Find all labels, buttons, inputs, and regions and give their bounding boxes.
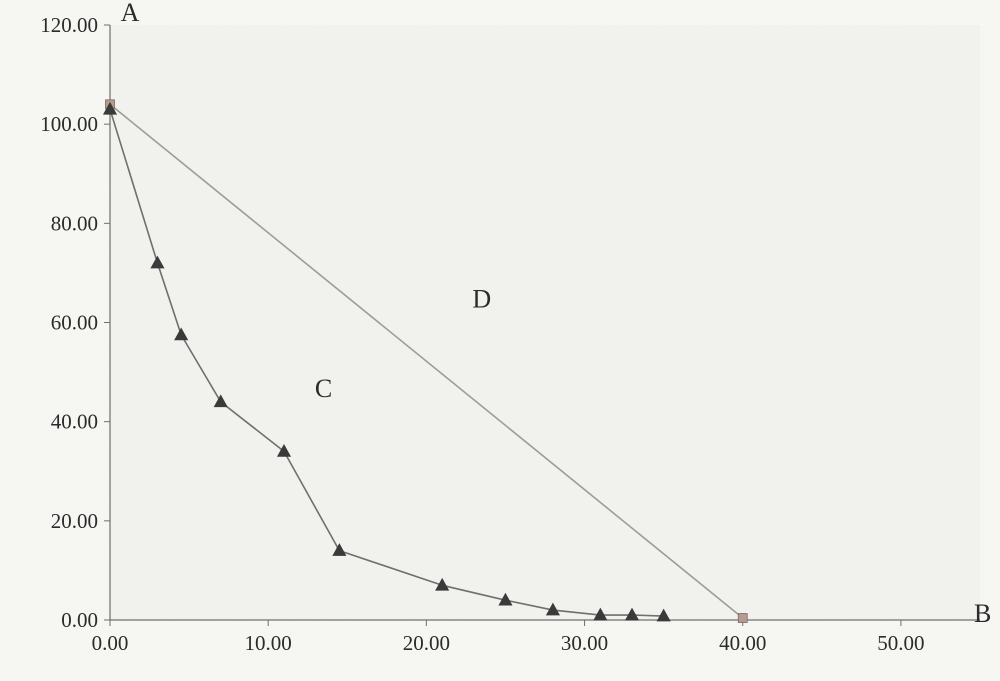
y-tick-label: 40.00 — [51, 410, 98, 434]
y-tick-label: 60.00 — [51, 311, 98, 335]
y-tick-label: 80.00 — [51, 211, 98, 235]
y-tick-label: 100.00 — [40, 112, 98, 136]
x-tick-label: 40.00 — [719, 631, 766, 655]
y-tick-label: 20.00 — [51, 509, 98, 533]
y-tick-label: 120.00 — [40, 13, 98, 37]
chart-svg: 0.00 20.00 40.00 60.00 80.00 100.00 120.00 0.00… — [0, 0, 1000, 681]
marker-square — [738, 614, 747, 623]
series-label-D: D — [472, 285, 491, 314]
plot-bg — [110, 25, 980, 620]
x-axis-label: B — [974, 599, 991, 628]
chart-container: 0.00 20.00 40.00 60.00 80.00 100.00 120.00 0.00… — [0, 0, 1000, 681]
x-tick-label: 0.00 — [92, 631, 129, 655]
x-tick-label: 30.00 — [561, 631, 608, 655]
x-tick-label: 20.00 — [403, 631, 450, 655]
y-tick-label: 0.00 — [61, 608, 98, 632]
y-axis-label: A — [121, 0, 140, 27]
x-tick-label: 50.00 — [877, 631, 924, 655]
x-tick-label: 10.00 — [245, 631, 292, 655]
series-label-C: C — [315, 374, 332, 403]
